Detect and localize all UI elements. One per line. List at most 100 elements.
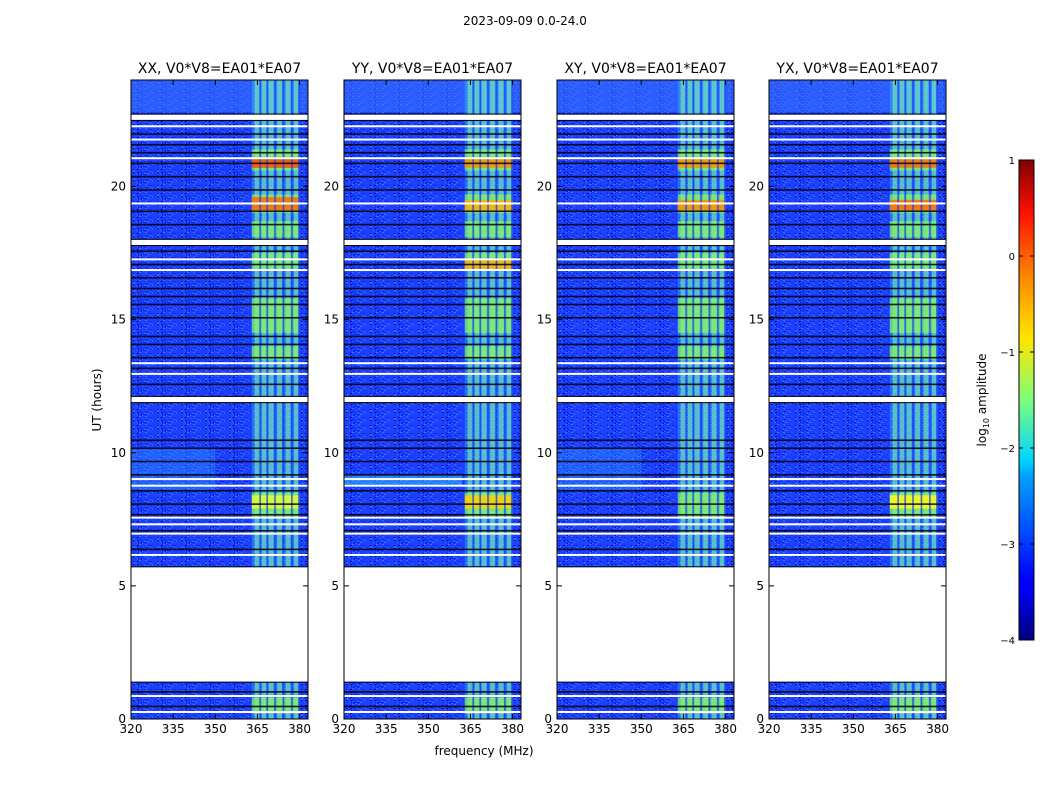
flag-row (557, 356, 734, 359)
panel-frame (556, 79, 735, 720)
panel-xy: XY, V0*V8=EA01*EA07 320 335 350 365 380 0 5 10 15… (537, 61, 737, 736)
x-tick-label: 365 (884, 722, 907, 736)
blank-row (344, 484, 521, 487)
blank-row (344, 258, 521, 261)
gap-edge (131, 566, 308, 568)
flag-row (557, 548, 734, 551)
flag-row (557, 210, 734, 213)
colorbar-tick-label: 0 (1009, 252, 1015, 263)
gap-edge (769, 566, 946, 568)
flag-row (769, 250, 946, 252)
blank-row (557, 362, 734, 365)
colorbar-tick-label: −3 (1000, 540, 1015, 551)
flag-row (769, 189, 946, 191)
x-axis-label: frequency (MHz) (434, 744, 533, 758)
blank-row (131, 478, 308, 481)
gap-edge (557, 681, 734, 683)
flag-row (557, 250, 734, 252)
panel-xx: XX, V0*V8=EA01*EA07 320 335 350 365 380 0 5 10 15… (111, 61, 311, 736)
flag-row (344, 490, 521, 492)
x-tick-label: 320 (758, 722, 781, 736)
data-gap (557, 114, 734, 120)
blank-row (557, 125, 734, 128)
flag-row (557, 335, 734, 338)
blank-row (344, 711, 521, 714)
flag-row (344, 335, 521, 338)
blank-row (344, 553, 521, 556)
flag-row (557, 303, 734, 306)
panel-title: YX, V0*V8=EA01*EA07 (775, 61, 938, 77)
y-tick-label: 0 (118, 712, 126, 726)
flag-row (344, 474, 521, 476)
flag-row (769, 529, 946, 532)
blank-row (769, 478, 946, 481)
blank-row (557, 157, 734, 160)
x-tick-label: 335 (375, 722, 398, 736)
blank-row (131, 532, 308, 535)
data-gap (344, 114, 521, 120)
gap-edge (769, 245, 946, 247)
flag-row (769, 474, 946, 476)
flag-row (769, 447, 946, 450)
flag-row (131, 474, 308, 476)
blank-row (131, 484, 308, 487)
blank-row (344, 138, 521, 141)
colorbar-tick-label: −2 (1000, 444, 1015, 455)
flag-row (131, 691, 308, 693)
gap-edge (769, 238, 946, 240)
x-tick-label: 320 (120, 722, 143, 736)
blank-row (769, 125, 946, 128)
y-tick-label: 15 (749, 313, 764, 327)
colorbar-tick-label: −4 (1000, 636, 1015, 647)
blank-row (344, 516, 521, 519)
x-tick-label: 380 (926, 722, 949, 736)
panel-title: XX, V0*V8=EA01*EA07 (138, 61, 301, 77)
blank-row (344, 532, 521, 535)
data-gap (557, 567, 734, 682)
x-tick-label: 350 (630, 722, 653, 736)
panels-group: XX, V0*V8=EA01*EA07 320 335 350 365 380 0 5 10 15… (111, 61, 949, 736)
flag-row (131, 189, 308, 191)
x-tick-label: 380 (714, 722, 737, 736)
flag-row (344, 162, 521, 165)
colorbar-tick-label: −1 (1000, 348, 1015, 359)
flag-row (557, 162, 734, 165)
blank-row (769, 269, 946, 272)
flag-row (131, 335, 308, 338)
flag-row (344, 460, 521, 463)
x-tick-label: 380 (288, 722, 311, 736)
colorbar: 1 0 −1 −2 −3 −4 log10 amplitude (975, 156, 1035, 647)
blank-row (131, 711, 308, 714)
flag-row (769, 133, 946, 135)
flag-row (769, 316, 946, 319)
flag-row (344, 705, 521, 708)
gap-edge (557, 245, 734, 247)
flag-row (131, 439, 308, 442)
blank-row (557, 553, 734, 556)
flag-row (557, 175, 734, 178)
x-tick-label: 335 (162, 722, 185, 736)
blank-row (131, 269, 308, 272)
gap-edge (344, 238, 521, 240)
flag-row (769, 210, 946, 213)
flag-row (769, 439, 946, 442)
blank-row (131, 125, 308, 128)
blank-row (344, 157, 521, 160)
y-tick-label: 20 (749, 180, 764, 194)
y-tick-label: 10 (111, 446, 126, 460)
gap-edge (557, 566, 734, 568)
flag-row (131, 513, 308, 516)
flag-row (131, 343, 308, 346)
flag-row (769, 151, 946, 154)
y-tick-label: 15 (324, 313, 339, 327)
panel-frame (130, 79, 309, 720)
x-tick-label: 350 (842, 722, 865, 736)
x-tick-label: 380 (501, 722, 524, 736)
y-tick-label: 5 (331, 579, 339, 593)
y-tick-label: 0 (331, 712, 339, 726)
flag-row (344, 316, 521, 319)
flag-row (131, 503, 308, 505)
data-gap (769, 396, 946, 403)
y-tick-label: 10 (324, 446, 339, 460)
y-tick-label: 20 (111, 180, 126, 194)
